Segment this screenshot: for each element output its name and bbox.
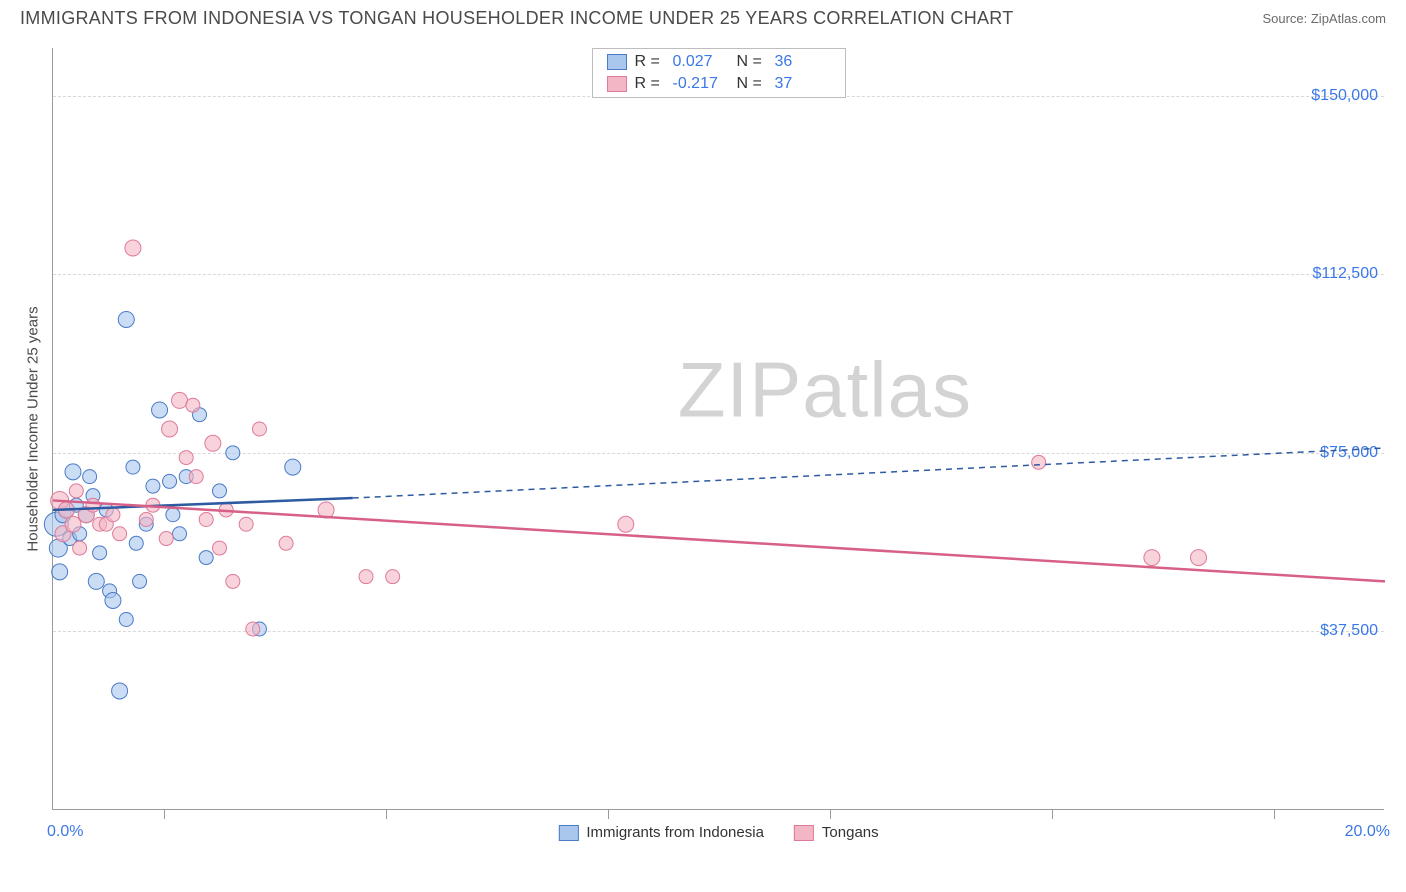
data-point	[179, 451, 193, 465]
y-axis-title: Householder Income Under 25 years	[25, 306, 42, 551]
data-point	[166, 508, 180, 522]
x-axis-min-label: 0.0%	[47, 823, 83, 841]
data-point	[113, 527, 127, 541]
data-point	[69, 484, 83, 498]
data-point	[186, 398, 200, 412]
data-point	[88, 573, 104, 589]
data-point	[246, 622, 260, 636]
data-point	[105, 592, 121, 608]
data-point	[152, 402, 168, 418]
chart-title: IMMIGRANTS FROM INDONESIA VS TONGAN HOUS…	[20, 8, 1014, 29]
data-point	[163, 474, 177, 488]
data-point	[146, 479, 160, 493]
data-point	[159, 532, 173, 546]
data-point	[125, 240, 141, 256]
source-attribution: Source: ZipAtlas.com	[1262, 11, 1386, 26]
scatter-plot-svg	[53, 48, 1384, 809]
data-point	[83, 470, 97, 484]
data-point	[106, 508, 120, 522]
data-point	[119, 613, 133, 627]
data-point	[129, 536, 143, 550]
plot-area: ZIPatlas Householder Income Under 25 yea…	[52, 48, 1384, 810]
data-point	[252, 422, 266, 436]
data-point	[133, 574, 147, 588]
data-point	[73, 541, 87, 555]
legend-item-series-1: Immigrants from Indonesia	[558, 824, 764, 841]
data-point	[112, 683, 128, 699]
data-point	[386, 570, 400, 584]
data-point	[239, 517, 253, 531]
data-point	[213, 484, 227, 498]
chart-header: IMMIGRANTS FROM INDONESIA VS TONGAN HOUS…	[0, 0, 1406, 35]
trend-line	[53, 500, 1385, 581]
data-point	[285, 459, 301, 475]
trend-line-extrapolated	[353, 448, 1385, 498]
data-point	[1191, 550, 1207, 566]
legend-item-series-2: Tongans	[794, 824, 879, 841]
data-point	[172, 392, 188, 408]
data-point	[226, 446, 240, 460]
data-point	[199, 512, 213, 526]
data-point	[139, 512, 153, 526]
swatch-icon	[794, 825, 814, 841]
data-point	[93, 546, 107, 560]
data-point	[118, 311, 134, 327]
x-axis-max-label: 20.0%	[1345, 823, 1390, 841]
data-point	[162, 421, 178, 437]
data-point	[1032, 455, 1046, 469]
data-point	[1144, 550, 1160, 566]
data-point	[359, 570, 373, 584]
data-point	[65, 516, 81, 532]
data-point	[173, 527, 187, 541]
data-point	[52, 564, 68, 580]
correlation-legend: R = 0.027 N = 36 R = -0.217 N = 37	[592, 48, 846, 98]
swatch-icon	[607, 54, 627, 70]
data-point	[618, 516, 634, 532]
swatch-icon	[558, 825, 578, 841]
swatch-icon	[607, 76, 627, 92]
legend-row-series-2: R = -0.217 N = 37	[593, 73, 845, 95]
data-point	[126, 460, 140, 474]
data-point	[205, 435, 221, 451]
legend-row-series-1: R = 0.027 N = 36	[593, 51, 845, 73]
data-point	[279, 536, 293, 550]
data-point	[199, 551, 213, 565]
data-point	[226, 574, 240, 588]
data-point	[213, 541, 227, 555]
data-point	[86, 498, 100, 512]
data-point	[65, 464, 81, 480]
data-point	[189, 470, 203, 484]
series-legend: Immigrants from Indonesia Tongans	[558, 824, 878, 841]
